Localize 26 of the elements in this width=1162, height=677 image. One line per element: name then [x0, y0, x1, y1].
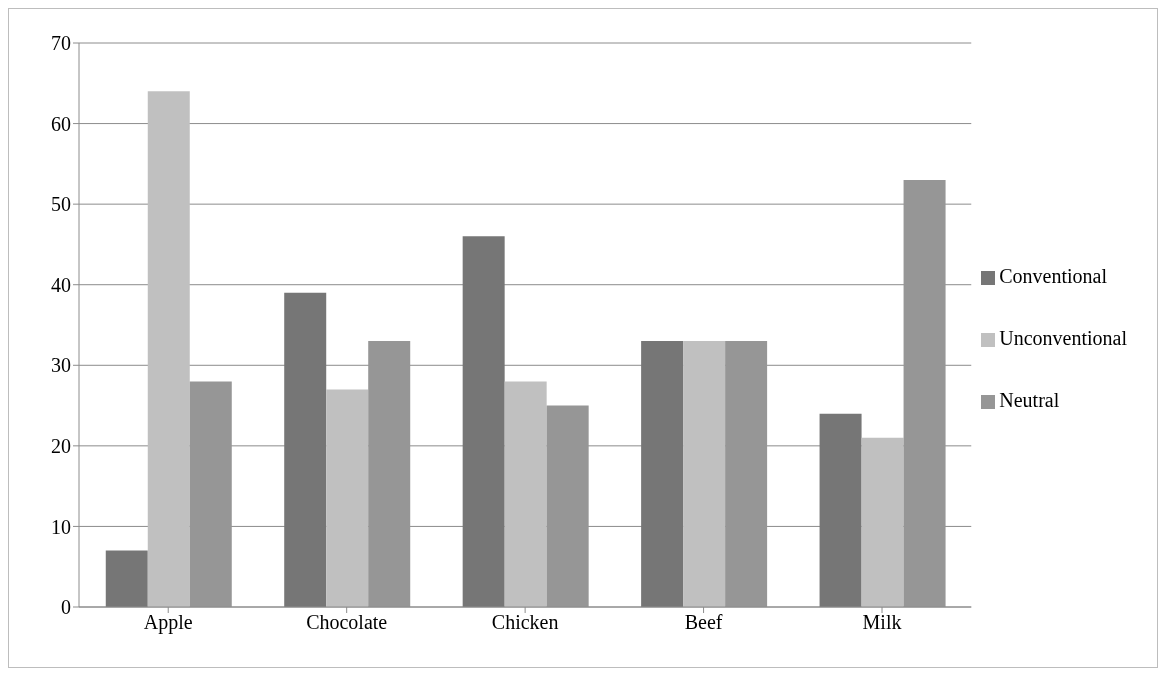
legend-label: Conventional: [999, 265, 1108, 287]
bar: [641, 341, 684, 607]
y-tick-label: 40: [51, 273, 71, 296]
y-tick-label: 10: [51, 515, 71, 538]
bar: [147, 91, 190, 607]
bar: [861, 437, 904, 607]
x-tick-label: Chicken: [491, 611, 559, 634]
x-tick-label: Milk: [862, 611, 902, 634]
x-tick-label: Beef: [684, 611, 723, 634]
bar: [284, 292, 327, 607]
bar: [683, 341, 726, 607]
y-tick-label: 70: [51, 32, 71, 55]
x-tick-label: Chocolate: [306, 611, 388, 634]
x-tick-label: Apple: [143, 611, 193, 635]
y-tick-label: 50: [51, 193, 71, 216]
legend-label: Unconventional: [999, 327, 1127, 349]
y-tick-label: 20: [51, 434, 71, 457]
bar: [819, 413, 862, 607]
y-tick-label: 0: [61, 596, 71, 619]
bar: [326, 389, 369, 607]
bar: [105, 550, 148, 607]
y-tick-label: 30: [51, 354, 71, 377]
legend-label: Neutral: [999, 389, 1060, 411]
bar: [504, 381, 547, 607]
y-tick-label: 60: [51, 112, 71, 135]
bar: [462, 236, 505, 607]
